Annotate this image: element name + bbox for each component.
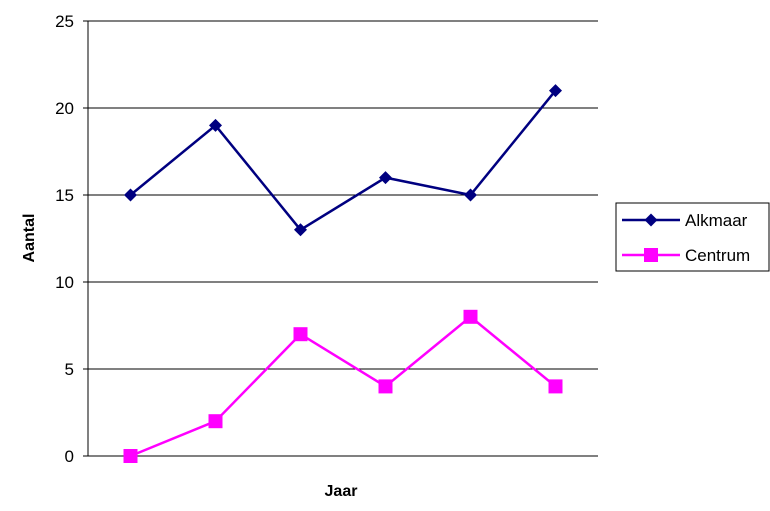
- data-point-centrum: [378, 379, 393, 394]
- series-centrum: [123, 309, 563, 463]
- y-axis-title: Aantal: [21, 214, 38, 263]
- data-point-alkmaar: [464, 188, 477, 202]
- legend-label-centrum: Centrum: [685, 246, 750, 265]
- legend-items: Alkmaar Centrum: [622, 211, 750, 265]
- data-point-alkmaar: [379, 171, 392, 185]
- legend-box: [615, 202, 770, 272]
- data-point-centrum: [463, 309, 478, 324]
- legend-label-alkmaar: Alkmaar: [685, 211, 748, 230]
- series-line-centrum: [130, 315, 557, 458]
- legend-marker-alkmaar: [644, 213, 658, 227]
- data-point-centrum: [548, 379, 563, 394]
- data-point-alkmaar: [549, 84, 562, 98]
- data-point-centrum: [293, 327, 308, 342]
- data-point-centrum: [208, 414, 223, 429]
- data-point-alkmaar: [124, 188, 137, 202]
- y-axis-ticks: 0 5 10 15 20 25: [55, 12, 88, 466]
- x-axis-title: Jaar: [325, 483, 358, 500]
- y-tick-label: 20: [55, 99, 74, 118]
- legend-marker-centrum: [644, 248, 658, 262]
- y-tick-label: 0: [65, 447, 74, 466]
- y-tick-label: 5: [65, 360, 74, 379]
- y-tick-label: 10: [55, 273, 74, 292]
- data-point-alkmaar: [294, 223, 307, 237]
- gridlines: [88, 20, 598, 370]
- y-tick-label: 25: [55, 12, 74, 31]
- plot-area: 0 5 10 15 20 25: [55, 12, 598, 466]
- series-line-alkmaar: [129, 89, 557, 232]
- data-point-alkmaar: [209, 118, 222, 132]
- y-tick-label: 15: [55, 186, 74, 205]
- legend: Alkmaar Centrum: [615, 202, 770, 272]
- data-point-centrum: [123, 449, 138, 463]
- series-group: [123, 84, 563, 463]
- series-alkmaar: [124, 84, 562, 237]
